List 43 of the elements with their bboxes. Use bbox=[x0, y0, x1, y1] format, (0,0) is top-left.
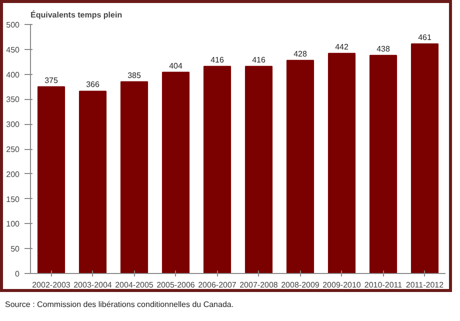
data-label: 385 bbox=[128, 70, 142, 80]
y-tick-label: 400 bbox=[6, 70, 20, 80]
data-label: 366 bbox=[86, 80, 100, 90]
y-tick-label: 450 bbox=[6, 45, 20, 54]
x-tick-label: 2008-2009 bbox=[281, 280, 320, 290]
data-label: 461 bbox=[418, 32, 432, 42]
x-tick-label: 2010-2011 bbox=[364, 280, 403, 290]
x-tick-label: 2007-2008 bbox=[240, 280, 278, 290]
x-tick-label: 2002-2003 bbox=[32, 280, 71, 290]
x-tick-label: 2004-2005 bbox=[115, 280, 154, 290]
data-label: 375 bbox=[44, 76, 58, 85]
y-tick-label: 150 bbox=[6, 194, 20, 204]
x-tick-label: 2009-2010 bbox=[322, 280, 362, 290]
y-tick-label: 100 bbox=[6, 220, 20, 229]
bar bbox=[78, 90, 107, 274]
y-tick-label: 300 bbox=[6, 120, 20, 130]
y-tick-label: 200 bbox=[6, 170, 20, 179]
y-tick-label: 350 bbox=[6, 95, 20, 104]
y-axis-title: Équivalents temps plein bbox=[30, 10, 122, 20]
data-label: 438 bbox=[376, 44, 390, 54]
y-tick-label: 0 bbox=[15, 270, 20, 278]
y-tick-label: 250 bbox=[6, 145, 20, 154]
x-tick-label: 2003-2004 bbox=[74, 280, 112, 290]
x-tick-label: 2006-2007 bbox=[198, 280, 237, 290]
data-label: 416 bbox=[210, 55, 224, 64]
x-tick-label: 2011-2012 bbox=[406, 280, 444, 290]
y-tick-label: 500 bbox=[6, 20, 20, 30]
bar bbox=[286, 60, 314, 274]
bar bbox=[37, 86, 66, 274]
bar bbox=[203, 66, 232, 274]
y-tick-label: 50 bbox=[10, 244, 20, 254]
bar bbox=[120, 81, 148, 274]
bar bbox=[369, 54, 398, 274]
source-note: Source : Commission des libérations conditionnelles du Canada. bbox=[5, 299, 234, 310]
bar bbox=[410, 43, 439, 274]
data-label: 416 bbox=[252, 55, 266, 64]
data-label: 428 bbox=[294, 49, 308, 58]
bar bbox=[162, 72, 190, 274]
data-label: 442 bbox=[335, 42, 349, 52]
bar bbox=[244, 66, 273, 274]
data-label: 404 bbox=[169, 61, 183, 70]
bar bbox=[328, 52, 356, 274]
x-tick-label: 2005-2006 bbox=[156, 280, 196, 290]
